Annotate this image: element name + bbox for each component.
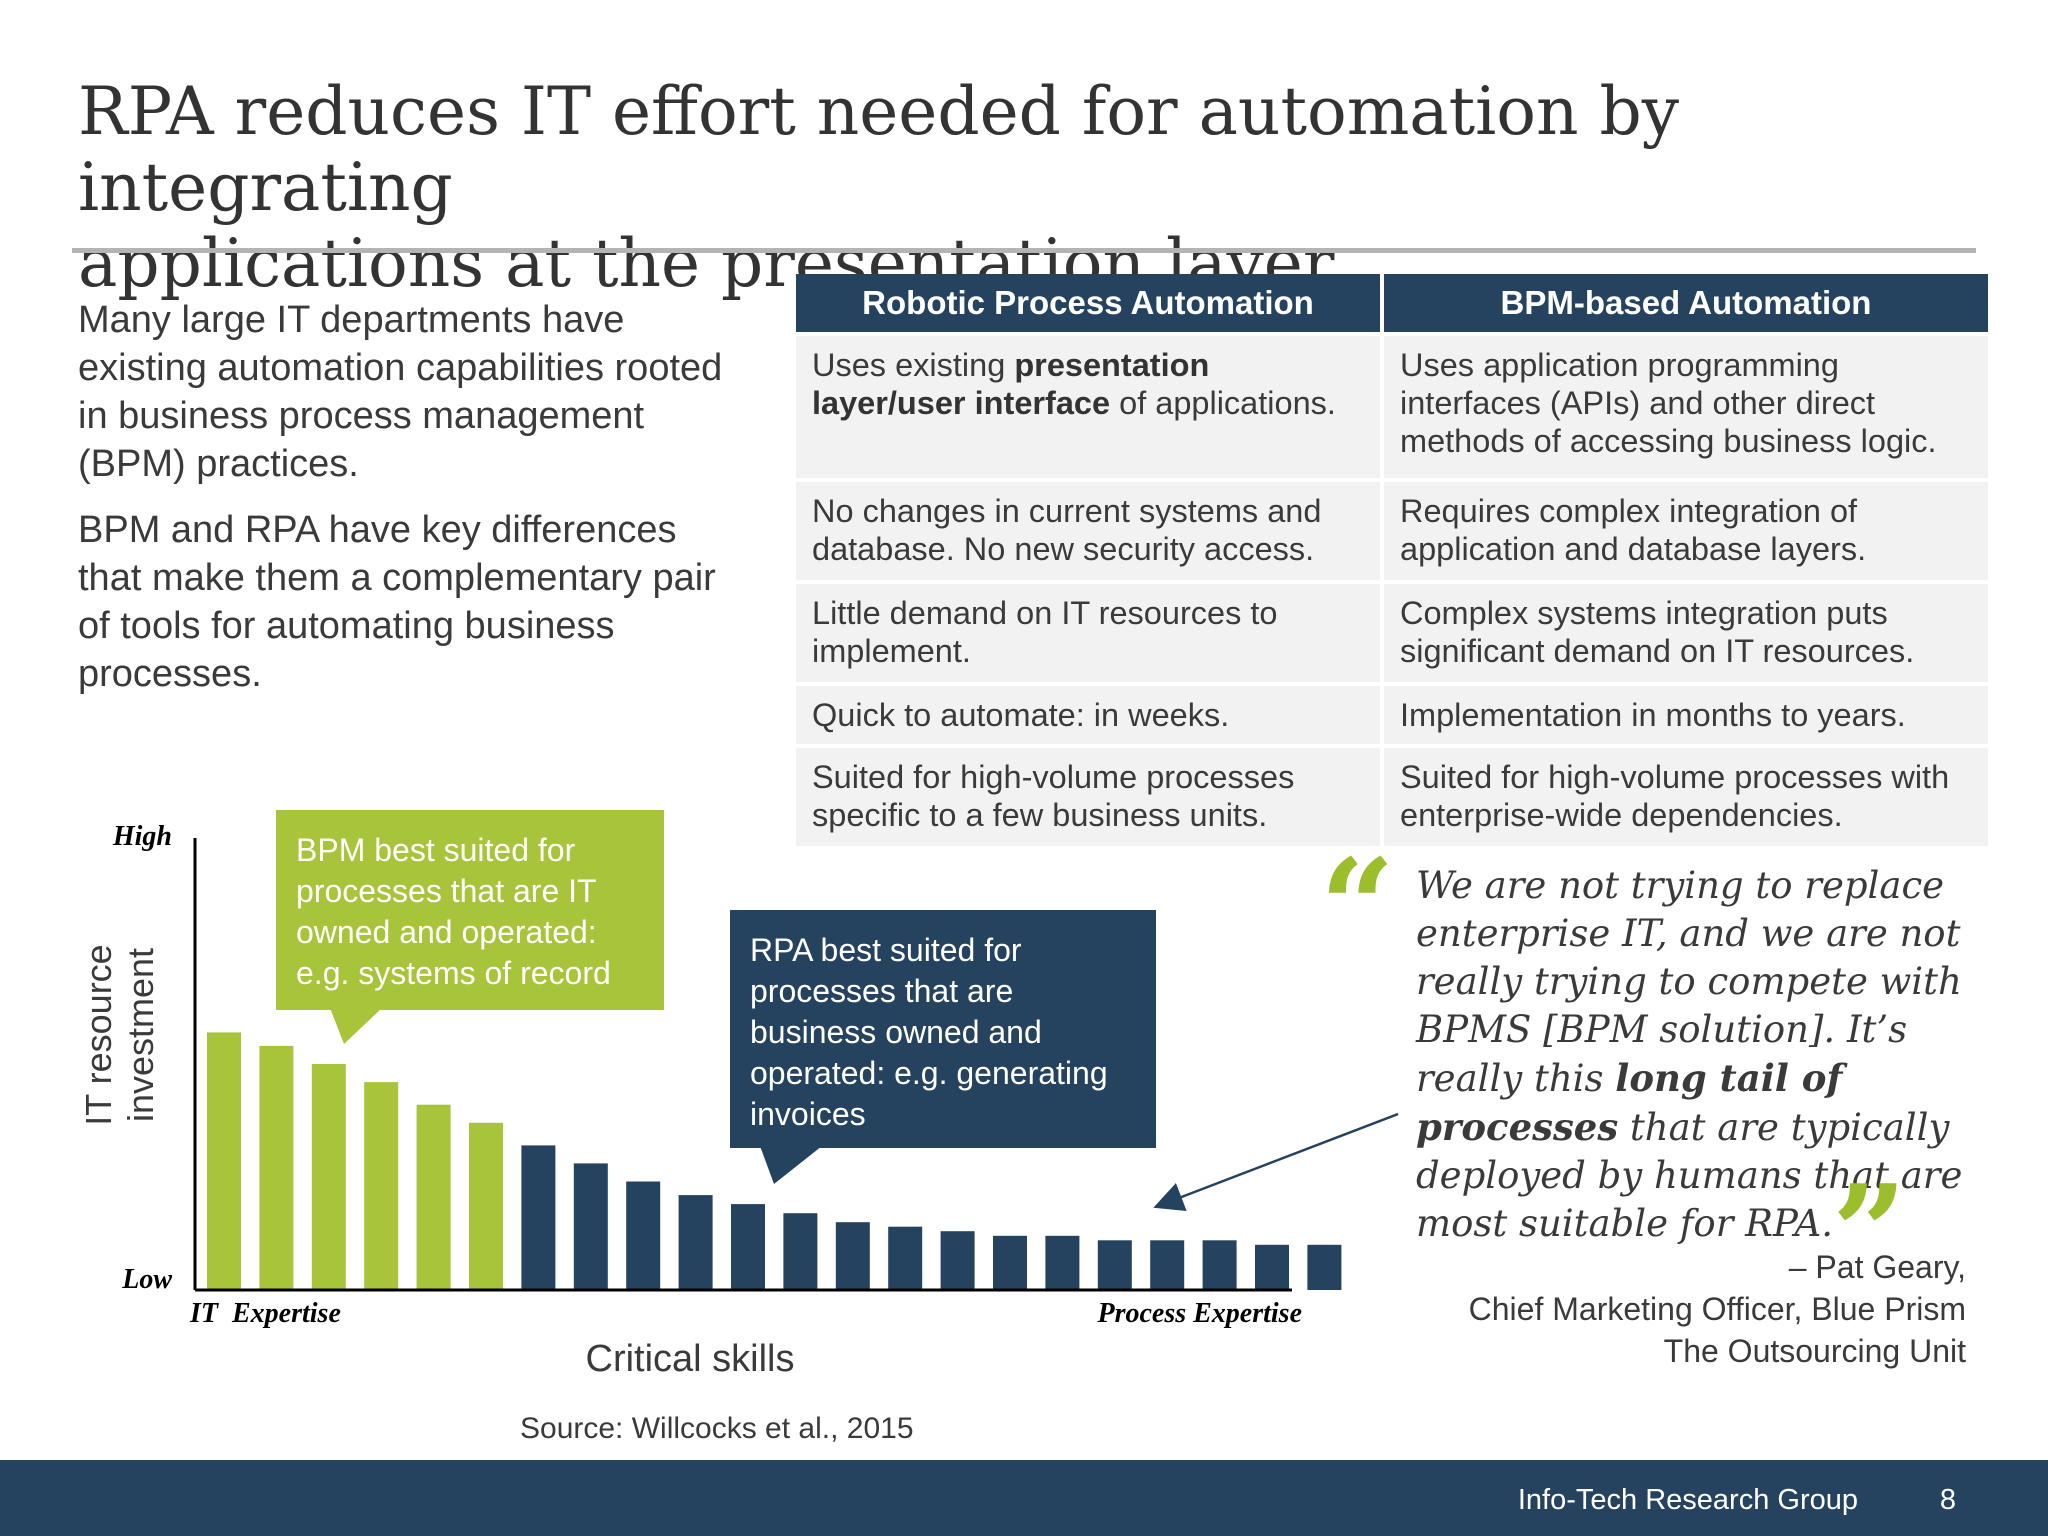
intro-text: Many large IT departments have existing …: [78, 296, 738, 716]
quote-attribution: – Pat Geary, Chief Marketing Officer, Bl…: [1380, 1246, 1966, 1372]
critical-skills-chart: High Low IT Expertise Process Expertise: [112, 821, 1399, 1329]
footer-bar: Info-Tech Research Group 8: [0, 1460, 2048, 1536]
bar-rpa-5: [731, 1204, 765, 1290]
chart-bars: [207, 1032, 1342, 1290]
y-axis-title: IT resource investment: [78, 944, 161, 1126]
quote-text-bold: long tail of processes: [1416, 1056, 1843, 1149]
bar-rpa-12: [1097, 1240, 1132, 1290]
rpa-text: No changes in current systems and databa…: [812, 493, 1322, 567]
close-quote-mark: ”: [1832, 1156, 1907, 1309]
attribution-name: – Pat Geary,: [1788, 1249, 1966, 1285]
rpa-callout: RPA best suited for processes that are b…: [730, 910, 1156, 1148]
long-tail-arrow: [1153, 1112, 1399, 1212]
bar-rpa-14: [1202, 1240, 1237, 1290]
title-divider: [72, 248, 1976, 253]
table-row: Suited for high-volume processes specifi…: [796, 748, 1988, 846]
rpa-callout-tail: [760, 1146, 822, 1184]
x-label-process-expertise: Process Expertise: [1096, 1298, 1302, 1329]
bar-rpa-2: [573, 1163, 608, 1290]
intro-paragraph-2: BPM and RPA have key differences that ma…: [78, 509, 716, 695]
bar-rpa-11: [1045, 1235, 1080, 1290]
rpa-cell: Uses existing presentation layer/user in…: [796, 336, 1380, 478]
chart-source: Source: Willcocks et al., 2015: [520, 1412, 914, 1445]
bpm-cell: Requires complex integration of applicat…: [1384, 482, 1988, 580]
header-bpm: BPM-based Automation: [1384, 274, 1988, 332]
bar-bpm-4: [364, 1082, 399, 1290]
rpa-text: Quick to automate: in weeks.: [812, 697, 1230, 733]
bar-rpa-10: [993, 1235, 1027, 1290]
bar-rpa-6: [783, 1213, 818, 1290]
bar-rpa-13: [1150, 1240, 1185, 1290]
y-tick-high: High: [112, 821, 172, 852]
header-rpa: Robotic Process Automation: [796, 274, 1380, 332]
footer-org: Info-Tech Research Group: [1517, 1484, 1858, 1516]
rpa-cell: Suited for high-volume processes specifi…: [796, 748, 1380, 846]
table-row: Uses existing presentation layer/user in…: [796, 336, 1988, 478]
rpa-cell: Quick to automate: in weeks.: [796, 686, 1380, 744]
quote-text-start: We are not trying to replace enterprise …: [1416, 864, 1962, 1100]
bpm-callout: BPM best suited for processes that are I…: [276, 810, 664, 1010]
attribution-role: Chief Marketing Officer, Blue Prism: [1468, 1291, 1966, 1327]
y-tick-low: Low: [121, 1264, 172, 1295]
rpa-text: Little demand on IT resources to impleme…: [812, 595, 1278, 669]
bar-rpa-4: [678, 1195, 713, 1290]
bar-bpm-6: [469, 1122, 503, 1290]
comparison-table: Robotic Process Automation BPM-based Aut…: [792, 270, 1992, 850]
bpm-cell: Uses application programming interfaces …: [1384, 336, 1988, 478]
quote-text-end: that are typically deployed by humans th…: [1416, 1106, 1963, 1245]
bpm-cell: Implementation in months to years.: [1384, 686, 1988, 744]
bpm-cell: Complex systems integration puts signifi…: [1384, 584, 1988, 682]
table-header-row: Robotic Process Automation BPM-based Aut…: [796, 274, 1988, 332]
page-number: 8: [1939, 1484, 1956, 1516]
bar-bpm-3: [311, 1064, 346, 1290]
bar-bpm-5: [416, 1104, 451, 1290]
bpm-callout-tail: [330, 1008, 382, 1044]
x-axis-title: Critical skills: [585, 1338, 795, 1380]
bar-rpa-16: [1307, 1244, 1342, 1290]
rpa-text: Uses existing: [812, 347, 1015, 383]
bar-rpa-1: [521, 1145, 556, 1290]
bar-bpm-2: [259, 1045, 294, 1290]
table-row: Quick to automate: in weeks. Implementat…: [796, 686, 1988, 744]
title-line-1: RPA reduces IT effort needed for automat…: [78, 73, 1680, 226]
open-quote-mark: “: [1320, 830, 1395, 983]
table-row: No changes in current systems and databa…: [796, 482, 1988, 580]
bpm-cell: Suited for high-volume processes with en…: [1384, 748, 1988, 846]
rpa-cell: Little demand on IT resources to impleme…: [796, 584, 1380, 682]
bar-rpa-9: [940, 1231, 975, 1290]
bar-rpa-7: [835, 1222, 870, 1290]
bar-bpm-1: [207, 1032, 241, 1290]
bar-rpa-8: [888, 1226, 923, 1290]
rpa-text-end: of applications.: [1110, 385, 1336, 421]
table-row: Little demand on IT resources to impleme…: [796, 584, 1988, 682]
bar-rpa-3: [626, 1181, 661, 1290]
rpa-cell: No changes in current systems and databa…: [796, 482, 1380, 580]
bar-rpa-15: [1255, 1244, 1289, 1290]
quote-text: We are not trying to replace enterprise …: [1416, 862, 1976, 1248]
rpa-text: Suited for high-volume processes specifi…: [812, 759, 1295, 833]
attribution-source: The Outsourcing Unit: [1663, 1333, 1966, 1369]
intro-paragraph-1: Many large IT departments have existing …: [78, 299, 723, 485]
rpa-text-bold: presentation layer/user interface: [812, 347, 1210, 421]
x-label-it-expertise: IT Expertise: [189, 1298, 341, 1329]
